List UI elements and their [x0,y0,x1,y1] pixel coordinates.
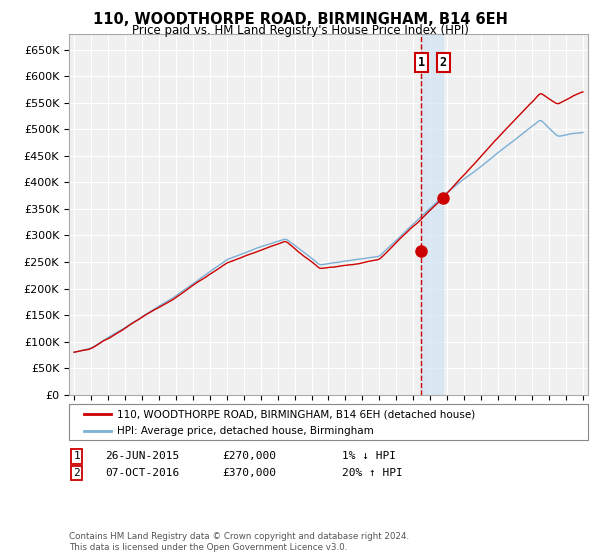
Text: HPI: Average price, detached house, Birmingham: HPI: Average price, detached house, Birm… [117,426,374,436]
Text: £370,000: £370,000 [222,468,276,478]
Text: 1: 1 [73,451,80,461]
Text: £270,000: £270,000 [222,451,276,461]
Text: 07-OCT-2016: 07-OCT-2016 [105,468,179,478]
Text: Price paid vs. HM Land Registry's House Price Index (HPI): Price paid vs. HM Land Registry's House … [131,24,469,36]
Text: 20% ↑ HPI: 20% ↑ HPI [342,468,403,478]
Text: 1: 1 [418,57,425,69]
Bar [421,34,443,395]
Text: 110, WOODTHORPE ROAD, BIRMINGHAM, B14 6EH: 110, WOODTHORPE ROAD, BIRMINGHAM, B14 6E… [92,12,508,27]
Text: 1% ↓ HPI: 1% ↓ HPI [342,451,396,461]
Text: 2: 2 [73,468,80,478]
Text: 110, WOODTHORPE ROAD, BIRMINGHAM, B14 6EH (detached house): 110, WOODTHORPE ROAD, BIRMINGHAM, B14 6E… [117,409,475,419]
Text: 26-JUN-2015: 26-JUN-2015 [105,451,179,461]
Text: Contains HM Land Registry data © Crown copyright and database right 2024.
This d: Contains HM Land Registry data © Crown c… [69,532,409,552]
Text: 2: 2 [440,57,447,69]
